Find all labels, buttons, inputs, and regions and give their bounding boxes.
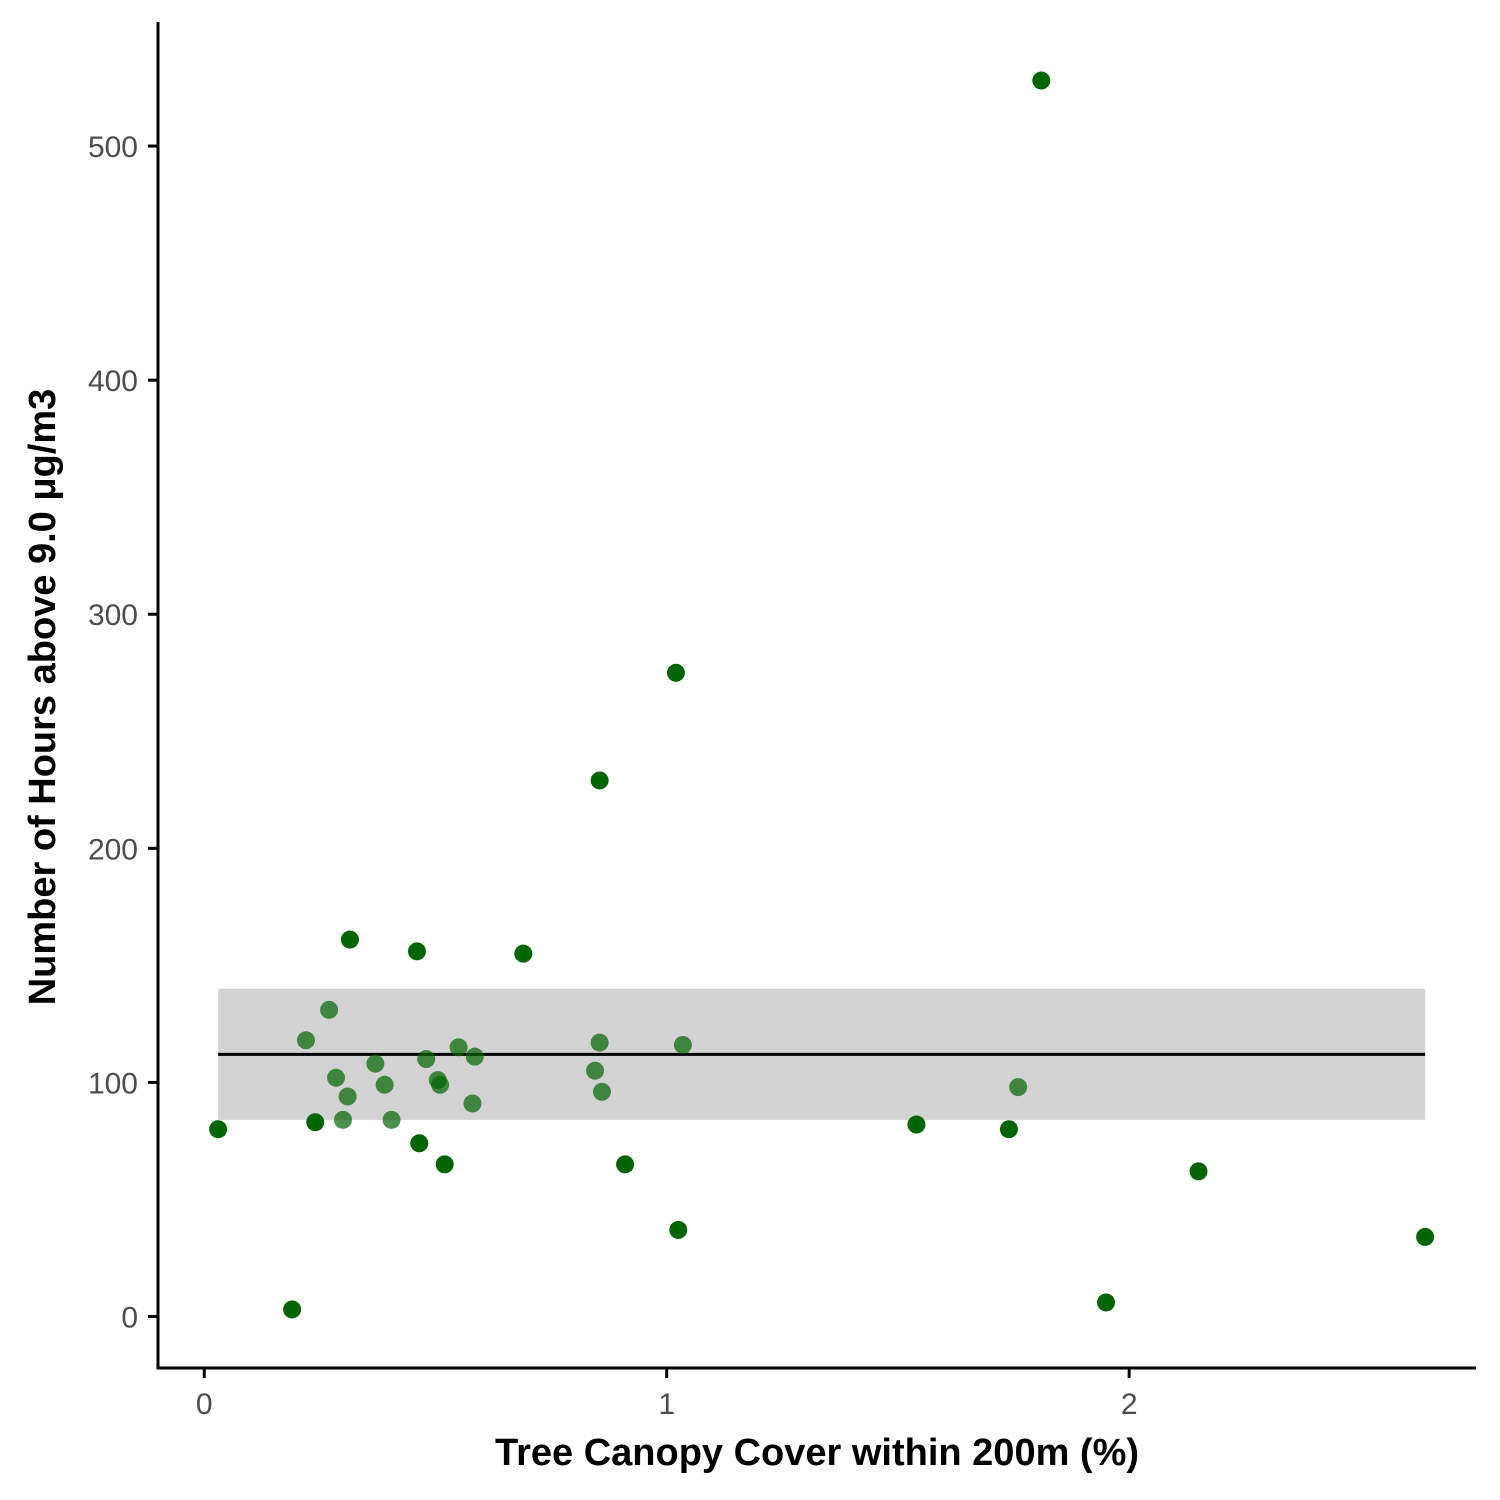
data-point	[673, 1035, 692, 1054]
data-point	[465, 1047, 484, 1066]
data-point	[463, 1094, 482, 1113]
data-point	[296, 1031, 315, 1050]
data-point	[1416, 1227, 1435, 1246]
data-point	[449, 1038, 468, 1057]
data-point	[320, 1000, 339, 1019]
data-point	[382, 1110, 401, 1129]
y-tick-label: 200	[88, 833, 138, 866]
data-point	[407, 942, 426, 961]
data-point	[283, 1300, 302, 1319]
y-tick-label: 400	[88, 365, 138, 398]
data-point	[669, 1220, 688, 1239]
data-point	[907, 1115, 926, 1134]
data-points-layer	[209, 71, 1435, 1319]
axes-layer: 0 100 200 300 400 500 0 1 2	[88, 22, 1476, 1421]
data-point	[590, 1033, 609, 1052]
y-tick-label: 100	[88, 1067, 138, 1100]
data-point	[375, 1075, 394, 1094]
data-point	[616, 1155, 635, 1174]
y-tick-label: 0	[121, 1302, 138, 1335]
data-point	[435, 1155, 454, 1174]
x-tick-label: 1	[658, 1388, 675, 1421]
data-point	[666, 663, 685, 682]
x-tick-label: 0	[196, 1388, 213, 1421]
data-point	[1189, 1162, 1208, 1181]
data-point	[999, 1120, 1018, 1139]
data-point	[338, 1087, 357, 1106]
data-point	[417, 1050, 436, 1069]
data-point	[327, 1068, 346, 1087]
data-point	[586, 1061, 605, 1080]
x-axis-title: Tree Canopy Cover within 200m (%)	[495, 1432, 1139, 1474]
data-point	[590, 771, 609, 790]
data-point	[410, 1134, 429, 1153]
y-tick-label: 500	[88, 131, 138, 164]
data-point	[514, 944, 533, 963]
data-point	[1032, 71, 1051, 90]
data-point	[366, 1054, 385, 1073]
data-point	[333, 1110, 352, 1129]
y-axis-title: Number of Hours above 9.0 μg/m3	[22, 389, 64, 1006]
data-point	[1097, 1293, 1116, 1312]
data-point	[306, 1113, 325, 1132]
y-tick-label: 300	[88, 599, 138, 632]
data-point	[1009, 1078, 1028, 1097]
data-point	[592, 1082, 611, 1101]
data-point	[431, 1075, 450, 1094]
data-point	[340, 930, 359, 949]
x-tick-label: 2	[1121, 1388, 1138, 1421]
data-point	[209, 1120, 228, 1139]
